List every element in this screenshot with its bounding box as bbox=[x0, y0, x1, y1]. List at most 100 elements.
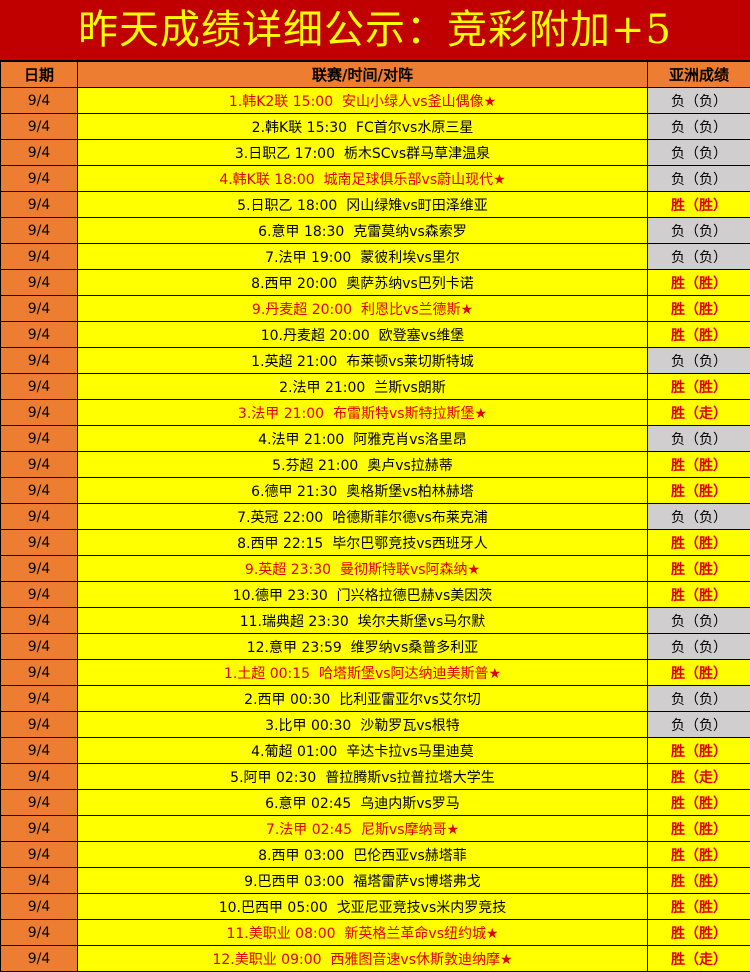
result-cell: 负（负） bbox=[647, 607, 750, 634]
match-cell: 2.韩K联 15:30 FC首尔vs水原三星 bbox=[77, 113, 648, 140]
match-cell: 7.法甲 19:00 蒙彼利埃vs里尔 bbox=[77, 243, 648, 270]
match-cell: 11.瑞典超 23:30 埃尔夫斯堡vs马尔默 bbox=[77, 607, 648, 634]
date-cell: 9/4 bbox=[0, 165, 78, 192]
table-row: 9/4 2.法甲 21:00 兰斯vs朗斯 胜（胜） bbox=[0, 373, 750, 400]
date-cell: 9/4 bbox=[0, 399, 78, 426]
date-cell: 9/4 bbox=[0, 945, 78, 972]
result-cell: 胜（胜） bbox=[647, 321, 750, 348]
table-row: 9/4 5.日职乙 18:00 冈山绿雉vs町田泽维亚 胜（胜） bbox=[0, 191, 750, 218]
date-cell: 9/4 bbox=[0, 555, 78, 582]
header-row: 日期 联赛/时间/对阵 亚洲成绩 bbox=[0, 61, 750, 88]
result-cell: 负（负） bbox=[647, 685, 750, 712]
match-cell: 3.比甲 00:30 沙勒罗瓦vs根特 bbox=[77, 711, 648, 738]
match-cell: 1.英超 21:00 布莱顿vs莱切斯特城 bbox=[77, 347, 648, 374]
result-cell: 胜（胜） bbox=[647, 789, 750, 816]
table-row: 9/4 11.瑞典超 23:30 埃尔夫斯堡vs马尔默 负（负） bbox=[0, 607, 750, 634]
match-cell: 2.法甲 21:00 兰斯vs朗斯 bbox=[77, 373, 648, 400]
date-cell: 9/4 bbox=[0, 217, 78, 244]
result-cell: 负（负） bbox=[647, 165, 750, 192]
match-cell: 9.英超 23:30 曼彻斯特联vs阿森纳★ bbox=[77, 555, 648, 582]
table-row: 9/4 1.韩K2联 15:00 安山小绿人vs釜山偶像★ 负（负） bbox=[0, 87, 750, 114]
date-cell: 9/4 bbox=[0, 295, 78, 322]
match-cell: 10.德甲 23:30 门兴格拉德巴赫vs美因茨 bbox=[77, 581, 648, 608]
result-cell: 胜（胜） bbox=[647, 841, 750, 868]
date-cell: 9/4 bbox=[0, 269, 78, 296]
page-title: 昨天成绩详细公示：竞彩附加+5 bbox=[0, 0, 750, 61]
table-row: 9/4 4.葡超 01:00 辛达卡拉vs马里迪莫 胜（胜） bbox=[0, 737, 750, 764]
date-cell: 9/4 bbox=[0, 321, 78, 348]
table-row: 9/4 12.美职业 09:00 西雅图音速vs休斯敦迪纳摩★ 胜（走） bbox=[0, 945, 750, 972]
table-row: 9/4 7.法甲 19:00 蒙彼利埃vs里尔 负（负） bbox=[0, 243, 750, 270]
match-cell: 3.法甲 21:00 布雷斯特vs斯特拉斯堡★ bbox=[77, 399, 648, 426]
match-cell: 8.西甲 22:15 毕尔巴鄂竞技vs西班牙人 bbox=[77, 529, 648, 556]
header-match: 联赛/时间/对阵 bbox=[77, 61, 648, 88]
table-row: 9/4 3.比甲 00:30 沙勒罗瓦vs根特 负（负） bbox=[0, 711, 750, 738]
table-row: 9/4 5.阿甲 02:30 普拉腾斯vs拉普拉塔大学生 胜（走） bbox=[0, 763, 750, 790]
date-cell: 9/4 bbox=[0, 659, 78, 686]
result-cell: 胜（胜） bbox=[647, 191, 750, 218]
match-cell: 5.阿甲 02:30 普拉腾斯vs拉普拉塔大学生 bbox=[77, 763, 648, 790]
date-cell: 9/4 bbox=[0, 763, 78, 790]
table-row: 9/4 9.英超 23:30 曼彻斯特联vs阿森纳★ 胜（胜） bbox=[0, 555, 750, 582]
result-cell: 胜（胜） bbox=[647, 451, 750, 478]
table-row: 9/4 2.韩K联 15:30 FC首尔vs水原三星 负（负） bbox=[0, 113, 750, 140]
date-cell: 9/4 bbox=[0, 529, 78, 556]
result-cell: 负（负） bbox=[647, 711, 750, 738]
result-cell: 负（负） bbox=[647, 503, 750, 530]
table-row: 9/4 3.法甲 21:00 布雷斯特vs斯特拉斯堡★ 胜（走） bbox=[0, 399, 750, 426]
match-cell: 9.巴西甲 03:00 福塔雷萨vs博塔弗戈 bbox=[77, 867, 648, 894]
date-cell: 9/4 bbox=[0, 87, 78, 114]
result-cell: 胜（走） bbox=[647, 945, 750, 972]
match-cell: 6.德甲 21:30 奥格斯堡vs柏林赫塔 bbox=[77, 477, 648, 504]
table-row: 9/4 1.英超 21:00 布莱顿vs莱切斯特城 负（负） bbox=[0, 347, 750, 374]
table-row: 9/4 4.法甲 21:00 阿雅克肖vs洛里昂 负（负） bbox=[0, 425, 750, 452]
match-cell: 9.丹麦超 20:00 利恩比vs兰德斯★ bbox=[77, 295, 648, 322]
date-cell: 9/4 bbox=[0, 685, 78, 712]
result-cell: 胜（走） bbox=[647, 763, 750, 790]
result-cell: 胜（胜） bbox=[647, 737, 750, 764]
date-cell: 9/4 bbox=[0, 191, 78, 218]
table-row: 9/4 10.丹麦超 20:00 欧登塞vs维堡 胜（胜） bbox=[0, 321, 750, 348]
table-row: 9/4 3.日职乙 17:00 栃木SCvs群马草津温泉 负（负） bbox=[0, 139, 750, 166]
table-row: 9/4 9.巴西甲 03:00 福塔雷萨vs博塔弗戈 胜（胜） bbox=[0, 867, 750, 894]
date-cell: 9/4 bbox=[0, 347, 78, 374]
results-table: 日期 联赛/时间/对阵 亚洲成绩 9/4 1.韩K2联 15:00 安山小绿人vs… bbox=[0, 61, 750, 972]
result-cell: 负（负） bbox=[647, 347, 750, 374]
match-cell: 6.意甲 02:45 乌迪内斯vs罗马 bbox=[77, 789, 648, 816]
match-cell: 8.西甲 20:00 奥萨苏纳vs巴列卡诺 bbox=[77, 269, 648, 296]
header-result: 亚洲成绩 bbox=[647, 61, 750, 88]
table-row: 9/4 1.土超 00:15 哈塔斯堡vs阿达纳迪美斯普★ 胜（胜） bbox=[0, 659, 750, 686]
date-cell: 9/4 bbox=[0, 919, 78, 946]
match-cell: 1.韩K2联 15:00 安山小绿人vs釜山偶像★ bbox=[77, 87, 648, 114]
date-cell: 9/4 bbox=[0, 139, 78, 166]
result-cell: 胜（胜） bbox=[647, 893, 750, 920]
date-cell: 9/4 bbox=[0, 373, 78, 400]
match-cell: 10.丹麦超 20:00 欧登塞vs维堡 bbox=[77, 321, 648, 348]
table-row: 9/4 5.芬超 21:00 奥卢vs拉赫蒂 胜（胜） bbox=[0, 451, 750, 478]
table-row: 9/4 6.意甲 18:30 克雷莫纳vs森索罗 负（负） bbox=[0, 217, 750, 244]
table-row: 9/4 8.西甲 22:15 毕尔巴鄂竞技vs西班牙人 胜（胜） bbox=[0, 529, 750, 556]
result-cell: 负（负） bbox=[647, 243, 750, 270]
result-cell: 负（负） bbox=[647, 139, 750, 166]
result-cell: 胜（胜） bbox=[647, 815, 750, 842]
table-row: 9/4 2.西甲 00:30 比利亚雷亚尔vs艾尔切 负（负） bbox=[0, 685, 750, 712]
result-cell: 负（负） bbox=[647, 113, 750, 140]
result-cell: 胜（胜） bbox=[647, 295, 750, 322]
match-cell: 4.葡超 01:00 辛达卡拉vs马里迪莫 bbox=[77, 737, 648, 764]
date-cell: 9/4 bbox=[0, 789, 78, 816]
match-cell: 6.意甲 18:30 克雷莫纳vs森索罗 bbox=[77, 217, 648, 244]
match-cell: 12.意甲 23:59 维罗纳vs桑普多利亚 bbox=[77, 633, 648, 660]
match-cell: 3.日职乙 17:00 栃木SCvs群马草津温泉 bbox=[77, 139, 648, 166]
match-cell: 4.法甲 21:00 阿雅克肖vs洛里昂 bbox=[77, 425, 648, 452]
table-row: 9/4 6.意甲 02:45 乌迪内斯vs罗马 胜（胜） bbox=[0, 789, 750, 816]
date-cell: 9/4 bbox=[0, 711, 78, 738]
result-cell: 胜（胜） bbox=[647, 269, 750, 296]
match-cell: 4.韩K联 18:00 城南足球俱乐部vs蔚山现代★ bbox=[77, 165, 648, 192]
table-row: 9/4 10.德甲 23:30 门兴格拉德巴赫vs美因茨 胜（胜） bbox=[0, 581, 750, 608]
result-cell: 胜（胜） bbox=[647, 555, 750, 582]
result-cell: 胜（胜） bbox=[647, 581, 750, 608]
result-cell: 胜（走） bbox=[647, 399, 750, 426]
result-cell: 胜（胜） bbox=[647, 477, 750, 504]
match-cell: 5.芬超 21:00 奥卢vs拉赫蒂 bbox=[77, 451, 648, 478]
